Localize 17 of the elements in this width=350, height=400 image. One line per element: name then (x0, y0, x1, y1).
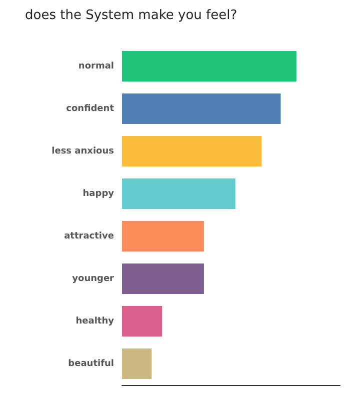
bar (122, 136, 262, 167)
bar (122, 93, 281, 124)
y-tick-label: happy (82, 188, 114, 199)
bar (122, 306, 162, 337)
bar (122, 263, 204, 294)
y-tick-label: confident (66, 104, 115, 114)
y-tick-label: healthy (76, 316, 114, 326)
bar (122, 220, 204, 252)
bar (122, 178, 236, 210)
bar (122, 50, 296, 82)
chart-title: does the System make you feel? (25, 8, 238, 23)
y-tick-label: beautiful (68, 358, 114, 369)
bar (122, 348, 152, 380)
y-tick-label: less anxious (52, 146, 114, 156)
y-tick-label: younger (72, 274, 115, 284)
y-tick-label: attractive (64, 231, 114, 242)
y-tick-label: normal (78, 61, 114, 72)
